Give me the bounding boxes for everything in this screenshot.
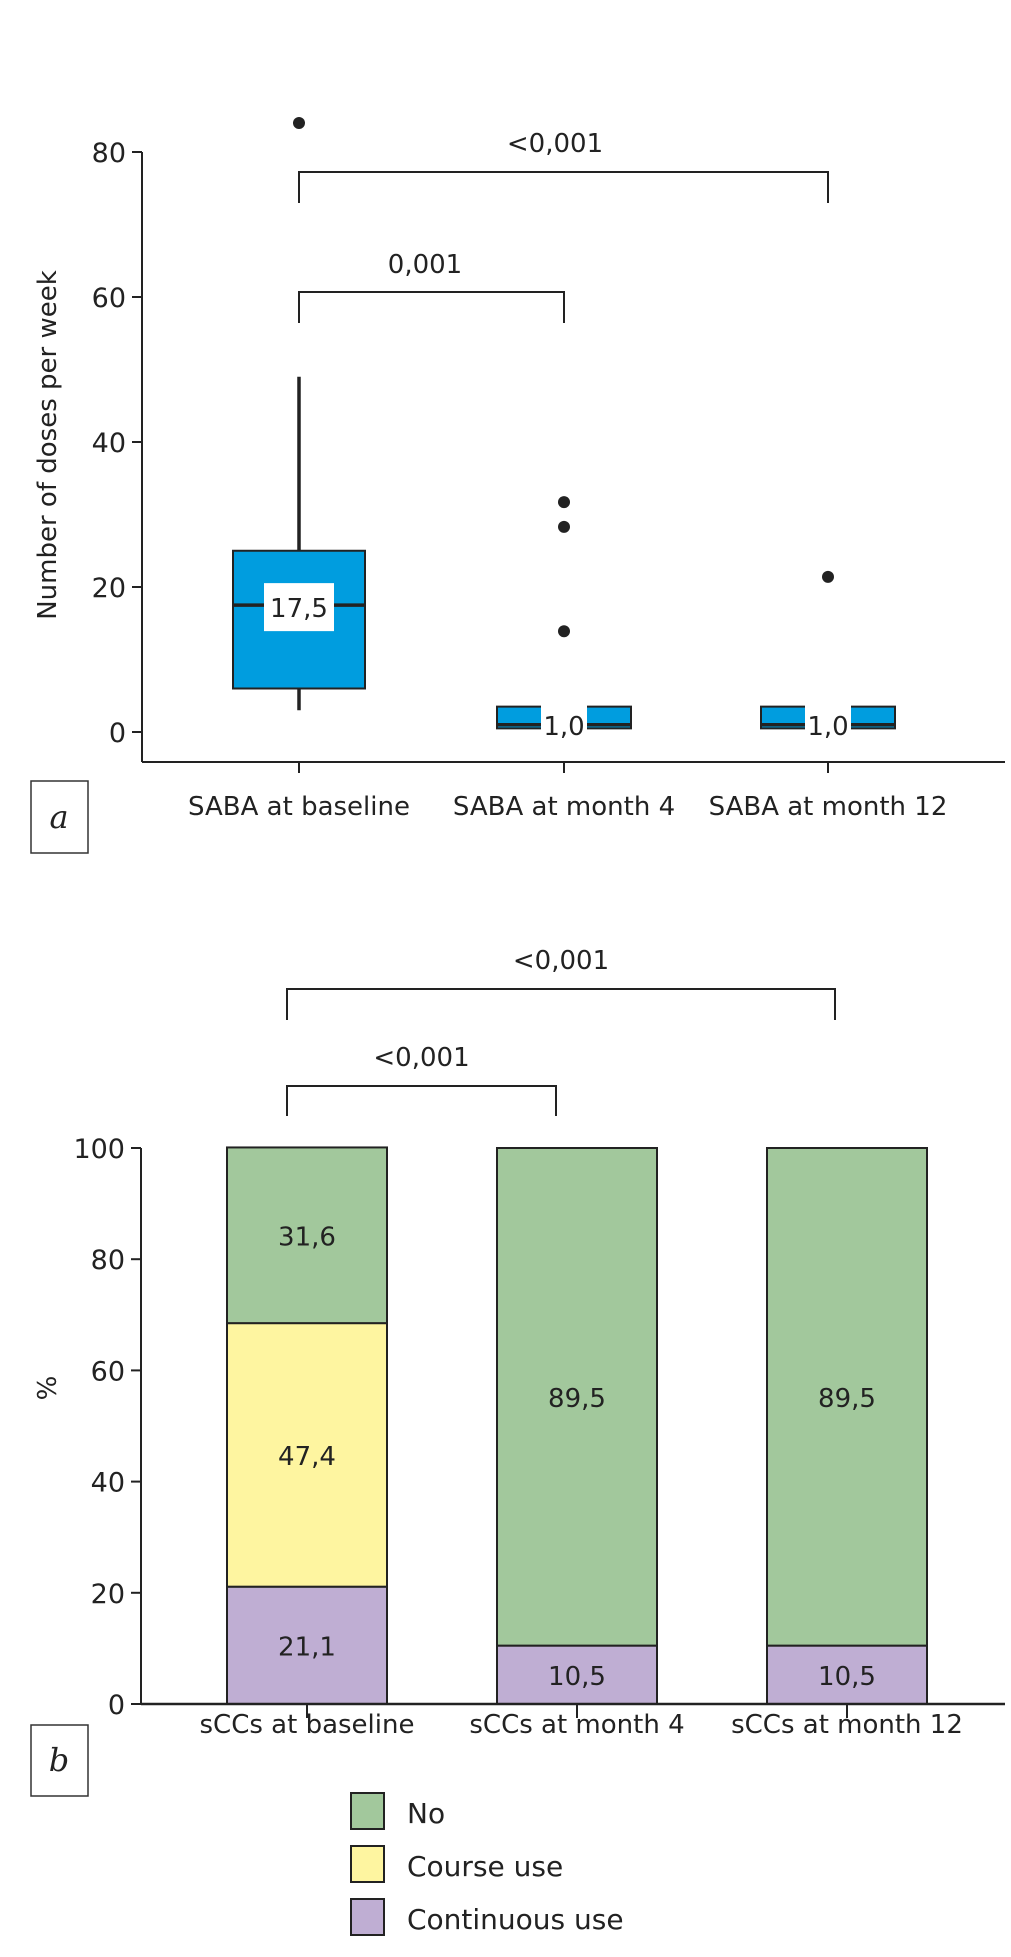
bar-segment-continuous-use xyxy=(226,1585,388,1705)
bar-segment-course-use xyxy=(226,1322,388,1588)
panel-b-bars: 21,1 47,4 31,6 10,5 89,5 10,5 89,5 xyxy=(226,1146,928,1705)
stacked-bar-3: 10,5 89,5 xyxy=(766,1147,928,1705)
bar-segment-no xyxy=(226,1146,388,1325)
x-tick-label: SABA at month 4 xyxy=(453,792,675,822)
y-tick-label: 20 xyxy=(92,573,126,604)
significance-bracket xyxy=(298,171,829,203)
panel-b-letter: b xyxy=(49,1741,69,1779)
outlier-point xyxy=(558,625,570,638)
median-label-bg xyxy=(805,702,851,737)
x-tick-label: SABA at month 12 xyxy=(709,792,948,822)
outlier-point xyxy=(822,570,834,583)
y-tick-label: 0 xyxy=(109,718,126,749)
p-value-label: <0,001 xyxy=(513,946,609,976)
box-1: 17,5 xyxy=(232,117,366,711)
median-label: 17,5 xyxy=(270,594,328,624)
y-tick-label: 20 xyxy=(91,1579,125,1610)
panel-b-label: b xyxy=(30,1724,89,1797)
legend-swatch xyxy=(350,1845,385,1883)
bar-segment-label: 10,5 xyxy=(548,1662,606,1692)
legend-item: Continuous use xyxy=(350,1898,624,1936)
bar-segment-label: 89,5 xyxy=(548,1384,606,1414)
panel-b-y-ticks: 0 20 40 60 80 100 xyxy=(73,1134,142,1721)
y-tick-label: 80 xyxy=(91,1245,125,1276)
y-tick-label: 40 xyxy=(91,1468,125,1499)
panel-b-x-axis: sCCs at baseline sCCs at month 4 sCCs at m… xyxy=(141,1702,1005,1740)
stacked-bar-2: 10,5 89,5 xyxy=(496,1147,658,1705)
legend-label: Course use xyxy=(407,1850,563,1883)
outlier-point xyxy=(558,520,570,533)
legend-swatch xyxy=(350,1792,385,1830)
y-tick-label: 40 xyxy=(92,428,126,459)
panel-b-stacked-bar: % 0 20 40 60 80 100 21,1 47,4 31,6 10,5 89,5 10,5 8… xyxy=(30,946,1005,1936)
x-tick-label: sCCs at month 4 xyxy=(469,1710,684,1740)
bar-segment-continuous-use xyxy=(496,1644,658,1705)
panel-a-letter: a xyxy=(49,798,68,836)
bar-segment-label: 21,1 xyxy=(278,1632,336,1662)
panel-a-comparisons: 0,001 <0,001 xyxy=(298,129,829,323)
significance-bracket xyxy=(286,1085,557,1116)
outlier-point xyxy=(558,496,570,509)
bar-segment-label: 89,5 xyxy=(818,1384,876,1414)
significance-bracket xyxy=(298,291,565,323)
panel-b-y-axis-title: % xyxy=(33,1376,63,1401)
y-tick-label: 60 xyxy=(91,1356,125,1387)
panel-a-y-ticks: 0 20 40 60 80 xyxy=(92,138,143,762)
bar-segment-no xyxy=(496,1147,658,1647)
x-tick-label: sCCs at baseline xyxy=(200,1710,415,1740)
legend-label: No xyxy=(407,1797,445,1830)
box-2: 1,0 xyxy=(496,496,632,742)
significance-bracket xyxy=(286,988,836,1020)
y-tick-label: 0 xyxy=(108,1690,125,1721)
legend: No Course use Continuous use xyxy=(350,1792,624,1936)
legend-item: No xyxy=(350,1792,445,1830)
p-value-label: 0,001 xyxy=(388,250,462,280)
panel-a-x-axis: SABA at baseline SABA at month 4 SABA at m… xyxy=(142,761,1005,822)
legend-item: Course use xyxy=(350,1845,563,1883)
bar-segment-label: 31,6 xyxy=(278,1222,336,1252)
stacked-bar-1: 21,1 47,4 31,6 xyxy=(226,1146,388,1705)
median-label: 1,0 xyxy=(543,712,584,742)
y-tick-label: 100 xyxy=(73,1134,125,1165)
p-value-label: <0,001 xyxy=(507,129,603,159)
bar-segment-label: 47,4 xyxy=(278,1442,336,1472)
y-tick-label: 60 xyxy=(92,283,126,314)
median-label: 1,0 xyxy=(807,712,848,742)
legend-label: Continuous use xyxy=(407,1903,624,1936)
median-label-bg xyxy=(264,583,334,632)
bar-segment-label: 10,5 xyxy=(818,1662,876,1692)
y-tick-label: 80 xyxy=(92,138,126,169)
x-tick-label: SABA at baseline xyxy=(188,792,410,822)
panel-a-y-axis-title: Number of doses per week xyxy=(33,270,63,620)
outlier-point xyxy=(293,117,305,129)
panel-a-boxes: 17,5 1,0 1,0 xyxy=(232,117,896,742)
bar-segment-no xyxy=(766,1147,928,1647)
panel-b-comparisons: <0,001 <0,001 xyxy=(286,946,836,1116)
legend-swatch xyxy=(350,1898,385,1936)
median-label-bg xyxy=(541,702,587,737)
panel-a-boxplot: Number of doses per week 0 20 40 60 80 SABA … xyxy=(30,117,1005,854)
p-value-label: <0,001 xyxy=(373,1043,469,1073)
box-3: 1,0 xyxy=(760,570,896,742)
x-tick-label: sCCs at month 12 xyxy=(731,1710,963,1740)
panel-a-label: a xyxy=(30,780,89,854)
